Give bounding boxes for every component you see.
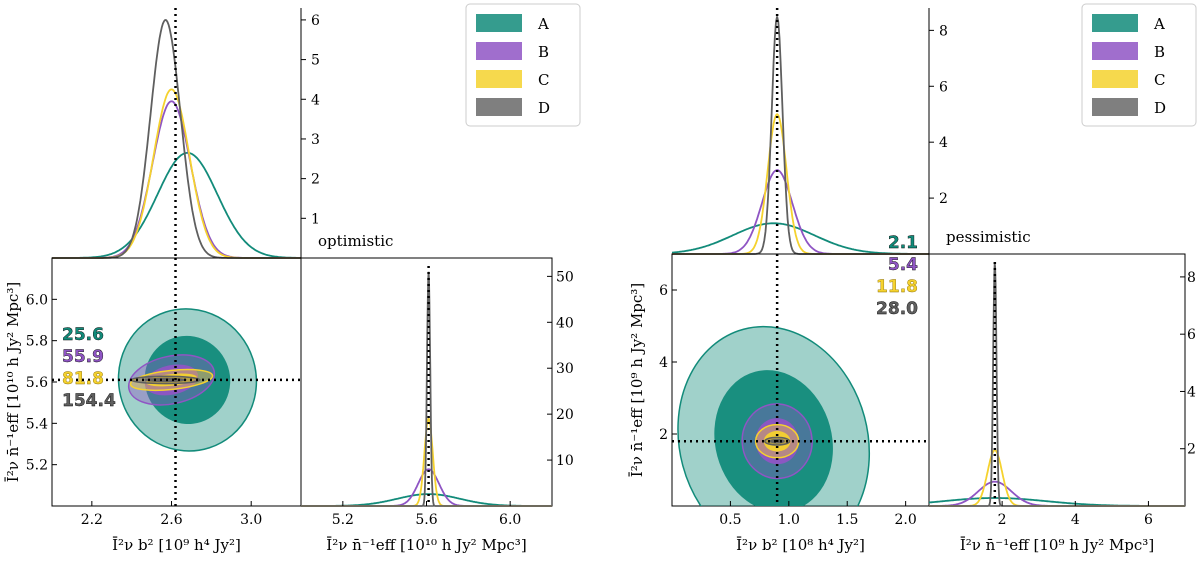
joint-contour-panel: 2.2 2.6 3.0 5.2 5.4 5.6 5.8 6.0 Ī²ν b² [10⁹ h⁴ J… <box>4 257 302 554</box>
marginal2-xtick-label: 4 <box>1071 512 1080 528</box>
marginal2-xtick-label: 6 <box>1144 512 1153 528</box>
fom-value-B: 5.4 <box>888 255 918 275</box>
legend-swatch-B <box>1092 42 1138 60</box>
scenario-label: optimistic <box>318 232 393 250</box>
joint-xtick-label: 2.0 <box>895 512 917 528</box>
legend-label-B: B <box>1154 43 1165 61</box>
marginal1-line-C <box>52 88 301 259</box>
legend-frame <box>1081 3 1197 127</box>
scenario-label: pessimistic <box>946 228 1031 246</box>
joint-ytick-label: 5.8 <box>26 334 48 350</box>
joint-ytick-label: 6 <box>659 283 668 299</box>
xaxis-label-param2: Ī²ν n̄⁻¹eff [10⁹ h Jy² Mpc³] <box>960 536 1154 554</box>
marginal2-ytick-label: 30 <box>556 361 574 377</box>
marginal1-ytick-label: 4 <box>311 92 320 108</box>
joint-ytick-label: 2 <box>659 427 668 443</box>
joint-ytick-label: 6.0 <box>26 292 48 308</box>
legend-label-C: C <box>1154 71 1165 89</box>
joint-ytick-label: 5.6 <box>26 375 48 391</box>
corner-plot-pessimistic: 2 4 6 8 0.5 1.0 1.5 2.0 2 4 6 Ī²ν b² [10⁸ h⁴ Jy²] Ī²… <box>628 3 1197 554</box>
marginal2-line-C <box>929 449 1185 507</box>
joint-ytick-label: 5.2 <box>26 458 48 474</box>
marginal1-ytick-label: 4 <box>939 135 948 151</box>
fom-value-A: 25.6 <box>62 325 104 345</box>
marginal2-ytick-label: 10 <box>556 453 574 469</box>
joint-xtick-label: 3.0 <box>240 512 262 528</box>
joint-xtick-label: 1.0 <box>778 512 800 528</box>
corner-plot-optimistic: 1 2 3 4 5 6 2.2 2.6 3.0 5.2 5.4 5.6 5.8 6.0 Ī²ν b² [10… <box>4 3 581 554</box>
legend-swatch-D <box>1092 98 1138 116</box>
marginal2-xtick-label: 5.2 <box>332 512 354 528</box>
marginal1-ytick-label: 6 <box>939 79 948 95</box>
contour-group <box>677 325 871 506</box>
marginal-param2: 2 4 6 2 4 6 8 Ī²ν n̄⁻¹eff [10⁹ h Jy² Mpc³] <box>928 253 1196 554</box>
legend-swatch-A <box>476 14 522 32</box>
marginal1-ytick-label: 2 <box>939 191 948 207</box>
marginal1-ytick-label: 8 <box>939 23 948 39</box>
legend-swatch-C <box>1092 70 1138 88</box>
joint-xtick-label: 2.2 <box>81 512 103 528</box>
legend-swatch-C <box>476 70 522 88</box>
marginal1-ytick-label: 2 <box>311 172 320 188</box>
legend-label-A: A <box>537 15 549 33</box>
fom-value-B: 55.9 <box>62 347 104 367</box>
marginal1-ytick-label: 3 <box>311 132 320 148</box>
yaxis-label-param2: Ī²ν n̄⁻¹eff [10⁹ h Jy² Mpc³] <box>628 283 646 477</box>
legend-label-A: A <box>1153 15 1165 33</box>
fom-value-A: 2.1 <box>888 233 918 253</box>
marginal2-ytick-label: 20 <box>556 407 574 423</box>
xaxis-label-param1: Ī²ν b² [10⁸ h⁴ Jy²] <box>736 536 865 554</box>
contour-68-D <box>144 377 187 383</box>
marginal1-line-D <box>672 16 929 255</box>
legend-swatch-A <box>1092 14 1138 32</box>
legend-label-D: D <box>1154 99 1166 117</box>
marginal2-frame <box>928 253 1186 507</box>
marginal2-xtick-label: 2 <box>998 512 1007 528</box>
legend-label-B: B <box>538 43 549 61</box>
marginal1-line-B <box>52 100 301 259</box>
marginal-param1: 2 4 6 8 <box>671 8 948 255</box>
fom-value-D: 28.0 <box>876 299 918 319</box>
marginal1-ytick-label: 1 <box>311 211 320 227</box>
marginal-param1: 1 2 3 4 5 6 <box>52 8 320 259</box>
marginal1-ytick-label: 6 <box>311 13 320 29</box>
marginal2-xtick-label: 5.6 <box>415 512 437 528</box>
marginal1-line-D <box>52 19 301 259</box>
marginal2-ytick-label: 6 <box>1187 327 1196 343</box>
marginal2-ytick-label: 4 <box>1187 384 1196 400</box>
xaxis-label-param1: Ī²ν b² [10⁹ h⁴ Jy²] <box>112 536 241 554</box>
marginal2-line-B <box>301 468 552 507</box>
legend-swatch-B <box>476 42 522 60</box>
joint-ytick-label: 5.4 <box>26 416 48 432</box>
marginal-param2: 5.2 5.6 6.0 10 20 30 40 50 Ī²ν n̄⁻¹eff [10¹⁰ h J… <box>300 257 574 554</box>
legend-label-D: D <box>538 99 550 117</box>
joint-ytick-label: 4 <box>659 355 668 371</box>
joint-xtick-label: 1.5 <box>836 512 858 528</box>
marginal2-ytick-label: 50 <box>556 269 574 285</box>
legend-frame <box>465 3 581 127</box>
contour-group <box>117 308 258 452</box>
xaxis-label-param2: Ī²ν n̄⁻¹eff [10¹⁰ h Jy² Mpc³] <box>326 536 526 554</box>
marginal2-ytick-label: 8 <box>1187 270 1196 286</box>
marginal2-line-D <box>929 263 1185 507</box>
joint-xtick-label: 2.6 <box>160 512 182 528</box>
yaxis-label-param2: Ī²ν n̄⁻¹eff [10¹⁰ h Jy² Mpc³] <box>4 282 22 482</box>
fom-value-C: 11.8 <box>876 277 918 297</box>
legend-label-C: C <box>538 71 549 89</box>
marginal2-ytick-label: 2 <box>1187 442 1196 458</box>
fom-value-D: 154.4 <box>62 391 116 411</box>
marginal1-ytick-label: 5 <box>311 53 320 69</box>
joint-contour-panel: 0.5 1.0 1.5 2.0 2 4 6 Ī²ν b² [10⁸ h⁴ Jy²] Ī²ν n̄… <box>628 233 930 554</box>
fom-value-C: 81.8 <box>62 369 104 389</box>
marginal2-xtick-label: 6.0 <box>499 512 521 528</box>
joint-xtick-label: 0.5 <box>719 512 741 528</box>
marginal2-ytick-label: 40 <box>556 315 574 331</box>
legend-swatch-D <box>476 98 522 116</box>
